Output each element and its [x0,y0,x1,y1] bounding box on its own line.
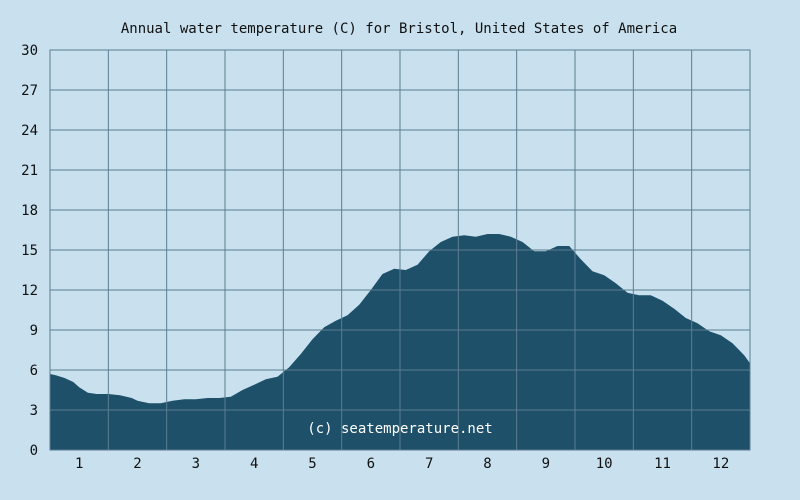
y-tick-label: 12 [21,283,38,299]
x-tick-label: 10 [596,456,613,472]
y-tick-label: 15 [21,243,38,259]
y-tick-label: 3 [30,403,38,419]
y-axis: 0 3 6 9 12 15 18 21 24 27 30 [21,43,38,459]
y-tick-label: 0 [30,443,38,459]
x-tick-label: 9 [542,456,550,472]
y-tick-label: 24 [21,123,38,139]
y-tick-label: 9 [30,323,38,339]
y-tick-label: 30 [21,43,38,59]
y-tick-label: 18 [21,203,38,219]
gridlines [49,49,751,451]
y-tick-label: 27 [21,83,38,99]
x-tick-label: 11 [654,456,671,472]
x-axis: 1 2 3 4 5 6 7 8 9 10 11 12 [75,456,729,472]
x-tick-label: 6 [367,456,375,472]
x-tick-label: 7 [425,456,433,472]
y-tick-label: 21 [21,163,38,179]
watermark-text: (c) seatemperature.net [307,421,492,437]
x-tick-label: 1 [75,456,83,472]
chart-title: Annual water temperature (C) for Bristol… [121,21,677,37]
x-tick-label: 4 [250,456,258,472]
x-tick-label: 8 [483,456,491,472]
x-tick-label: 3 [192,456,200,472]
x-tick-label: 12 [712,456,729,472]
x-tick-label: 2 [133,456,141,472]
x-tick-label: 5 [308,456,316,472]
plot-border [49,49,751,451]
y-tick-label: 6 [30,363,38,379]
